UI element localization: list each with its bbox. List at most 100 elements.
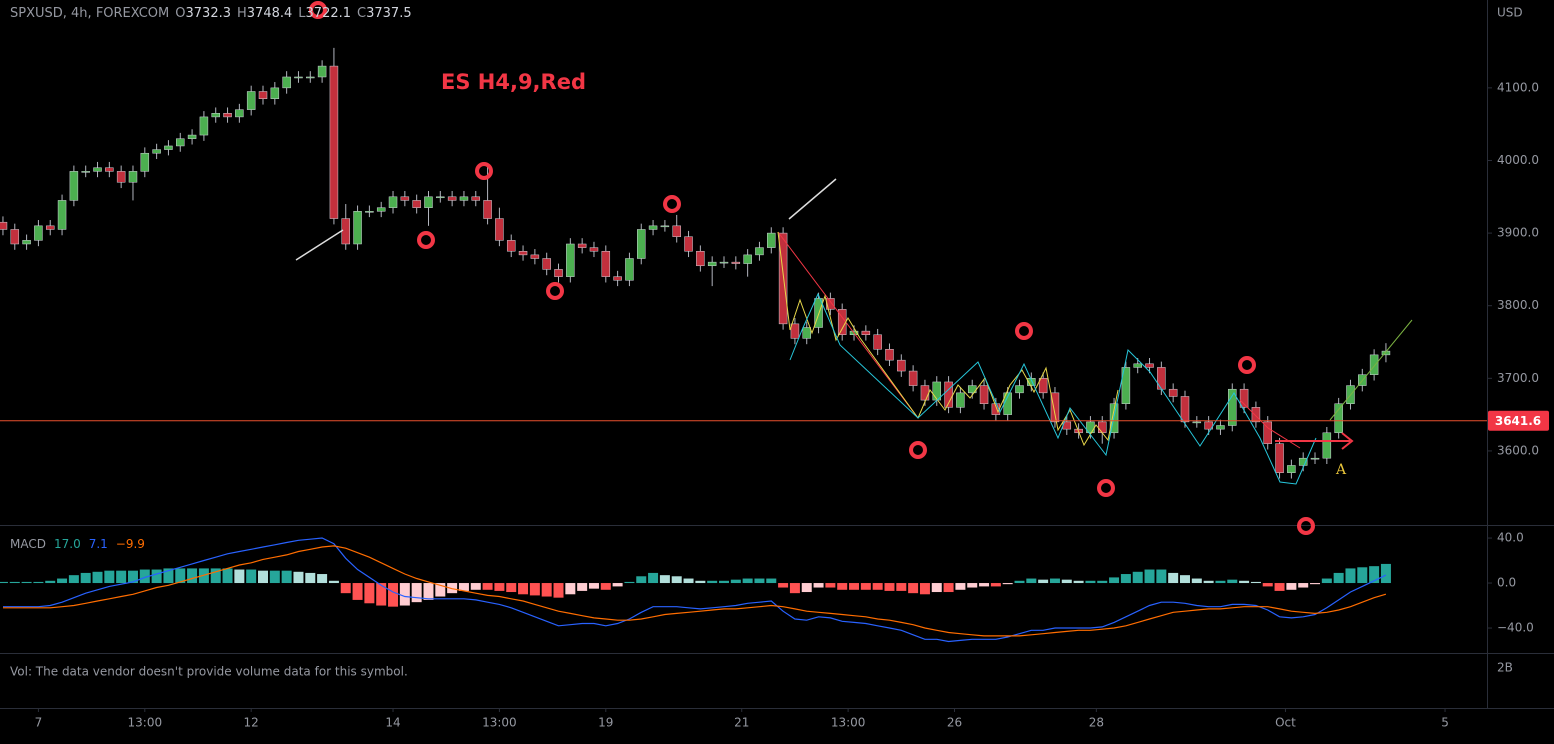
macd-histogram-bar: [1286, 583, 1297, 590]
candle-body: [152, 149, 161, 154]
macd-histogram-bar: [695, 580, 706, 584]
candle-body: [707, 261, 717, 267]
candle-body: [625, 258, 634, 281]
candle-body: [0, 221, 8, 230]
drawings: [295, 1, 1413, 535]
ohlc-letter: C: [357, 6, 366, 21]
macd-histogram-bar: [1120, 574, 1131, 584]
candle-body: [436, 196, 445, 199]
candle-body: [1180, 396, 1190, 423]
macd-histogram-bar: [210, 568, 221, 584]
symbol-header: SPXUSD, 4h, FOREXCOM O3732.3 H3748.4 L3722.…: [10, 6, 412, 21]
macd-histogram-bar: [884, 583, 895, 591]
candle-body: [424, 196, 433, 208]
macd-histogram-bar: [258, 570, 269, 584]
macd-legend-value: −9.9: [116, 537, 145, 551]
candle-body: [731, 261, 741, 264]
macd-histogram-bar: [423, 583, 434, 600]
macd-histogram-bar: [612, 583, 623, 587]
macd-histogram-bar: [127, 570, 138, 584]
macd-histogram-bar: [1144, 569, 1155, 584]
macd-histogram-bar: [1239, 580, 1250, 584]
macd-histogram-bar: [849, 583, 860, 590]
candle-body: [270, 87, 280, 100]
candle-body: [388, 196, 398, 208]
candle-body: [1015, 385, 1024, 394]
macd-histogram-bar: [399, 583, 410, 606]
candle-body: [530, 254, 540, 259]
candle-body: [69, 171, 79, 201]
macd-histogram-bar: [116, 570, 127, 584]
macd-histogram-bar: [730, 579, 741, 584]
candle-body: [329, 65, 339, 219]
candle-body: [518, 250, 528, 256]
candle-body: [1275, 443, 1284, 473]
macd-histogram-bar: [0, 581, 8, 584]
macd-histogram-bar: [328, 580, 339, 584]
macd-histogram-bar: [80, 572, 91, 584]
candle-body: [1287, 465, 1296, 473]
candle-body: [447, 196, 457, 201]
macd-histogram-bar: [33, 581, 44, 584]
candle-body: [1050, 392, 1060, 423]
macd-histogram-bar: [919, 583, 930, 595]
ohlc-value: 3722.1: [306, 6, 352, 21]
y-tick-label: 4100.0: [1497, 80, 1539, 94]
macd-histogram-bar: [1061, 579, 1072, 584]
candle-body: [979, 385, 989, 404]
pivot-marker: [417, 231, 435, 249]
macd-histogram-bar: [1168, 572, 1179, 584]
candle-body: [1121, 367, 1131, 404]
macd-histogram-bar: [801, 583, 812, 593]
macd-histogram-bar: [541, 583, 552, 597]
macd-histogram-bar: [340, 583, 351, 594]
pivot-marker: [909, 441, 927, 459]
macd-histogram-bar: [9, 581, 20, 584]
macd-histogram-bar: [1203, 580, 1214, 584]
candle-body: [176, 138, 185, 147]
candle-body: [956, 392, 965, 408]
y-tick-label: 3800.0: [1497, 298, 1539, 312]
macd-histogram-bar: [742, 578, 753, 584]
macd-histogram-bar: [1097, 580, 1108, 584]
candle-body: [755, 247, 764, 256]
candle-body: [542, 258, 551, 270]
macd-legend: MACD 17.0 7.1 −9.9: [10, 537, 145, 551]
candle-body: [34, 225, 43, 241]
candle-body: [577, 243, 587, 248]
macd-legend-value: 7.1: [89, 537, 108, 551]
x-tick-label: Oct: [1275, 716, 1296, 730]
macd-histogram-bar: [1215, 580, 1226, 584]
candle-body: [790, 323, 800, 339]
ohlc-value: 3737.5: [366, 6, 412, 21]
macd-histogram-bar: [388, 583, 399, 607]
macd-histogram-bar: [979, 583, 990, 587]
pivot-marker: [1015, 322, 1033, 340]
macd-histogram-bar: [825, 583, 836, 588]
candle-body: [57, 200, 67, 230]
candle-body: [1216, 425, 1225, 430]
macd-histogram-bar: [577, 583, 588, 591]
candle-body: [613, 276, 622, 281]
macd-histogram-bar: [931, 583, 942, 593]
candle-body: [1038, 378, 1048, 394]
candle-body: [258, 91, 268, 100]
candle-body: [93, 167, 102, 172]
macd-histogram-bar: [1191, 578, 1202, 584]
macd-histogram-bar: [1298, 583, 1309, 588]
pivot-marker: [309, 1, 327, 19]
candle-body: [1145, 363, 1154, 368]
macd-histogram-bar: [1026, 578, 1037, 584]
candle-body: [128, 171, 138, 183]
x-tick-label: 21: [734, 716, 749, 730]
x-tick-label: 14: [385, 716, 400, 730]
ohlc-value: 3732.3: [186, 6, 232, 21]
x-tick-label: 19: [598, 716, 613, 730]
x-tick-label: 13:00: [831, 716, 866, 730]
macd-histogram-bar: [860, 583, 871, 590]
ohlc-letter: O: [175, 6, 185, 21]
macd-histogram-bar: [1357, 567, 1368, 584]
trend-line: [788, 178, 837, 220]
y-tick-label: 3900.0: [1497, 226, 1539, 240]
macd-histogram-bar: [1380, 563, 1391, 584]
